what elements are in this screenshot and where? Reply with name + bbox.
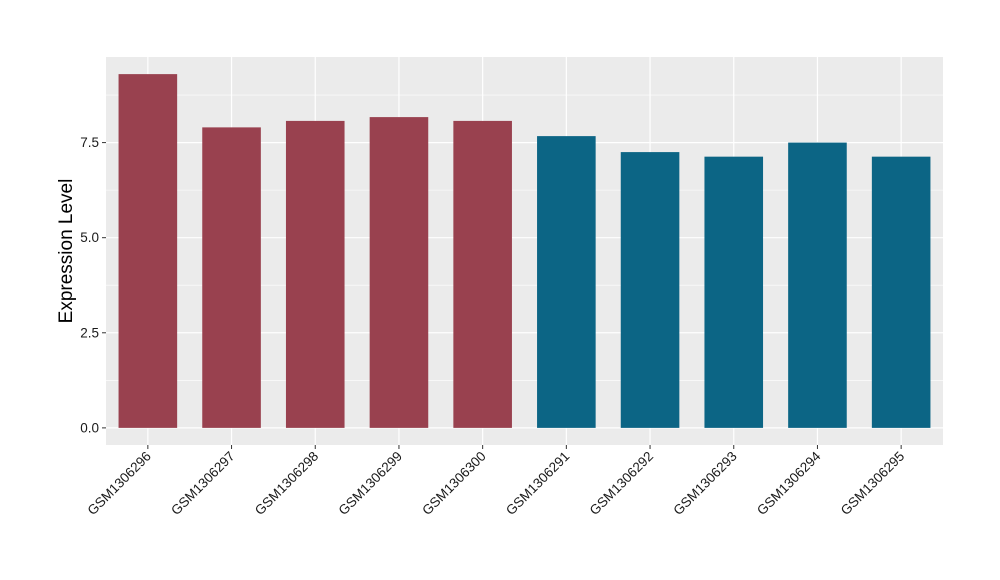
bar-GSM1306296 — [118, 74, 178, 428]
bars — [118, 74, 931, 428]
x-tick-label: GSM1306298 — [252, 449, 322, 519]
x-tick-label: GSM1306294 — [754, 448, 824, 518]
y-axis-title: Expression Level — [56, 179, 77, 324]
bar-GSM1306298 — [285, 120, 345, 428]
y-tick-label: 0.0 — [80, 420, 99, 435]
x-tick-label: GSM1306300 — [419, 449, 489, 519]
x-tick-label: GSM1306297 — [168, 449, 238, 519]
bar-GSM1306295 — [871, 156, 931, 428]
y-tick-label: 5.0 — [80, 230, 99, 245]
x-tick-label: GSM1306291 — [503, 449, 573, 519]
x-axis: GSM1306296 GSM1306297 GSM1306298 GSM1306299… — [84, 445, 907, 518]
x-tick-label: GSM1306292 — [587, 449, 657, 519]
y-tick-label: 7.5 — [80, 135, 99, 150]
bar-GSM1306299 — [369, 117, 429, 428]
x-tick-label: GSM1306293 — [670, 449, 740, 519]
bar-GSM1306294 — [788, 142, 847, 428]
bar-GSM1306291 — [537, 136, 596, 428]
x-tick-label: GSM1306296 — [84, 449, 154, 519]
bar-GSM1306292 — [620, 152, 680, 428]
bar-GSM1306297 — [202, 127, 261, 428]
y-tick-label: 2.5 — [80, 325, 99, 340]
y-axis: 0.0 2.5 5.0 7.5 — [80, 135, 106, 435]
x-tick-label: GSM1306299 — [336, 449, 406, 519]
bar-GSM1306300 — [453, 120, 512, 428]
x-tick-label: GSM1306295 — [838, 449, 908, 519]
bar-GSM1306293 — [704, 156, 764, 428]
